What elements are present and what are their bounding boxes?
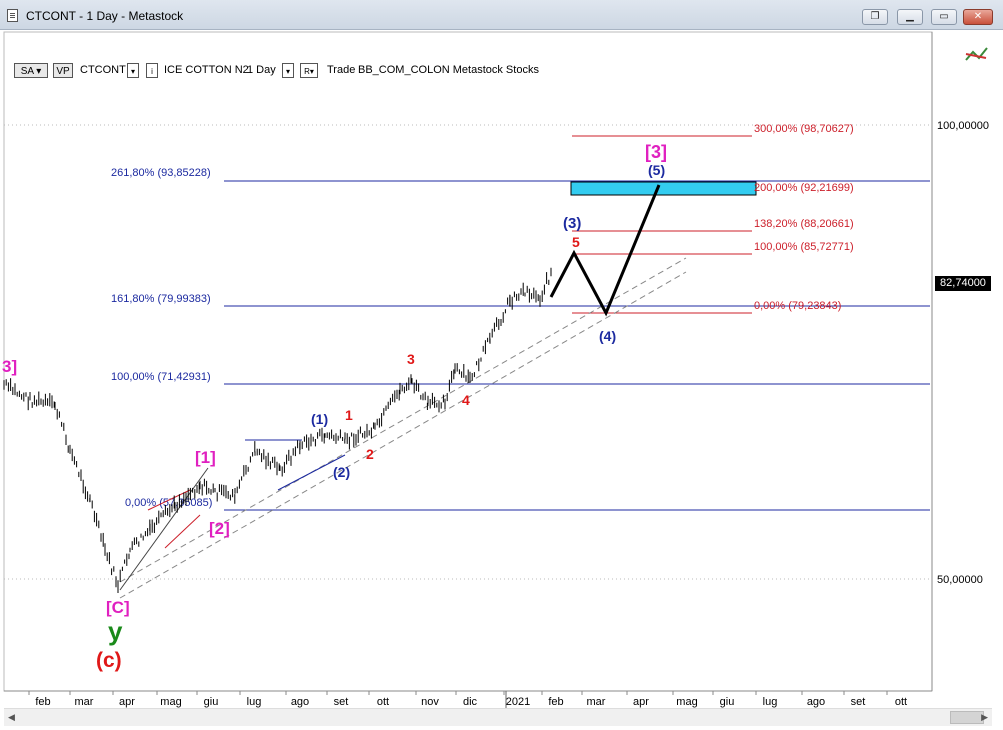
trend-line-1 bbox=[119, 467, 209, 591]
trend-line-red-lower bbox=[164, 514, 201, 549]
time-label: mag bbox=[676, 696, 697, 708]
current-price-label: 82,74000 bbox=[935, 276, 991, 291]
sa-button[interactable]: SA ▾ bbox=[14, 63, 48, 78]
sa-label: SA bbox=[20, 66, 34, 77]
time-label: feb bbox=[35, 696, 50, 708]
fib-label-0: 0,00% (57,35085) bbox=[125, 497, 212, 509]
trade-label: Trade bbox=[327, 64, 356, 76]
wave-label-4-paren: (4) bbox=[599, 328, 616, 344]
wave-label-5-paren: (5) bbox=[648, 162, 665, 178]
chart-tool-icon[interactable] bbox=[965, 47, 988, 61]
info-button[interactable]: i bbox=[146, 63, 158, 78]
time-label: feb bbox=[548, 696, 563, 708]
time-label: ago bbox=[291, 696, 309, 708]
document-icon bbox=[7, 9, 18, 22]
channel-line-upper bbox=[119, 257, 687, 583]
scroll-thumb[interactable] bbox=[950, 711, 984, 724]
wave-label-c-bracket: [C] bbox=[106, 598, 130, 617]
symbol-dropdown[interactable]: ▾ bbox=[127, 63, 139, 78]
trend-line-red-upper bbox=[147, 489, 191, 511]
channel-line-lower bbox=[119, 271, 687, 599]
wave-label-3-paren: (3) bbox=[563, 215, 581, 232]
window-title: CTCONT - 1 Day - Metastock bbox=[26, 9, 184, 23]
wave-label-5-minor: 5 bbox=[572, 234, 580, 250]
time-label: ott bbox=[377, 696, 389, 708]
time-label: ott bbox=[895, 696, 907, 708]
fib-label-161: 161,80% (79,99383) bbox=[111, 293, 211, 305]
price-label-50: 50,00000 bbox=[937, 574, 983, 586]
minimize-icon: ▁ bbox=[906, 11, 914, 22]
wave-label-c-paren: (c) bbox=[96, 649, 122, 672]
period-dropdown[interactable]: ▾ bbox=[282, 63, 294, 78]
time-label: nov bbox=[421, 696, 439, 708]
wave-label-1-paren: (1) bbox=[311, 411, 328, 427]
time-axis: feb mar apr mag giu lug ago set ott nov dic 2021 feb… bbox=[28, 691, 907, 708]
wave-label-1-minor: 1 bbox=[345, 407, 353, 423]
fib-label-100: 100,00% (71,42931) bbox=[111, 371, 211, 383]
restore-icon: ❐ bbox=[870, 11, 880, 22]
wave-label-1-bracket: [1] bbox=[195, 448, 216, 467]
projected-wave-path bbox=[549, 184, 661, 317]
wave-label-y: y bbox=[108, 616, 123, 646]
trend-line-blue-bottom bbox=[277, 454, 346, 491]
wave-label-2-paren: (2) bbox=[333, 464, 350, 480]
scroll-left-icon[interactable]: ◀ bbox=[8, 712, 15, 722]
wave-label-2-minor: 2 bbox=[366, 446, 374, 462]
title-bar: CTCONT - 1 Day - Metastock ❐ ▁ ▭ ✕ bbox=[0, 0, 1003, 30]
minimize-button[interactable]: ▁ bbox=[897, 9, 923, 25]
maximize-icon: ▭ bbox=[939, 11, 949, 22]
wave-label-4-minor: 4 bbox=[462, 392, 470, 408]
time-label: dic bbox=[463, 696, 478, 708]
fib-label-261: 261,80% (93,85228) bbox=[111, 167, 211, 179]
horizontal-scrollbar[interactable]: ◀ ▶ bbox=[4, 708, 992, 726]
proj-label-0: 0,00% (79,23843) bbox=[754, 300, 841, 312]
wave-label-2-bracket: [2] bbox=[209, 519, 230, 538]
instrument-name: ICE COTTON N2 bbox=[164, 64, 249, 76]
r-label: R bbox=[304, 67, 310, 76]
proj-label-138: 138,20% (88,20661) bbox=[754, 218, 854, 230]
time-label: ago bbox=[807, 696, 825, 708]
time-label: lug bbox=[763, 696, 778, 708]
vp-label: VP bbox=[56, 66, 70, 77]
price-label-100: 100,00000 bbox=[937, 120, 989, 132]
maximize-button[interactable]: ▭ bbox=[931, 9, 957, 25]
target-zone[interactable] bbox=[570, 181, 757, 196]
restore-down-button[interactable]: ❐ bbox=[862, 9, 888, 25]
r-button[interactable]: R▾ bbox=[300, 63, 318, 78]
time-label: mar bbox=[75, 696, 94, 708]
time-label: apr bbox=[119, 696, 135, 708]
chart-toolbar: SA ▾ VP CTCONT ▾ i ICE COTTON N2 1 Day ▾… bbox=[0, 30, 1003, 78]
time-label: set bbox=[851, 696, 866, 708]
period-label: 1 Day bbox=[247, 64, 276, 76]
wave-label-3-bracket: [3] bbox=[645, 142, 667, 162]
time-label: mar bbox=[587, 696, 606, 708]
proj-label-200: 200,00% (92,21699) bbox=[754, 182, 854, 194]
close-button[interactable]: ✕ bbox=[963, 9, 993, 25]
time-label: apr bbox=[633, 696, 649, 708]
source-info: BB_COM_COLON Metastock Stocks bbox=[358, 64, 539, 76]
vp-button[interactable]: VP bbox=[53, 63, 73, 78]
time-label: 2021 bbox=[506, 696, 530, 708]
scroll-right-icon[interactable]: ▶ bbox=[981, 712, 988, 722]
proj-label-300: 300,00% (98,70627) bbox=[754, 123, 854, 135]
time-label: mag bbox=[160, 696, 181, 708]
close-icon: ✕ bbox=[973, 11, 983, 22]
time-label: giu bbox=[204, 696, 219, 708]
wave-label-3-left: 3] bbox=[2, 357, 17, 376]
price-bars bbox=[3, 267, 552, 593]
proj-label-100: 100,00% (85,72771) bbox=[754, 241, 854, 253]
wave-label-3-minor: 3 bbox=[407, 351, 415, 367]
time-label: set bbox=[334, 696, 349, 708]
price-chart[interactable]: 100,00000 50,00000 261,80% (93,85228) 16… bbox=[0, 0, 1003, 708]
time-label: giu bbox=[720, 696, 735, 708]
symbol-label: CTCONT bbox=[80, 64, 126, 76]
time-label: lug bbox=[247, 696, 262, 708]
